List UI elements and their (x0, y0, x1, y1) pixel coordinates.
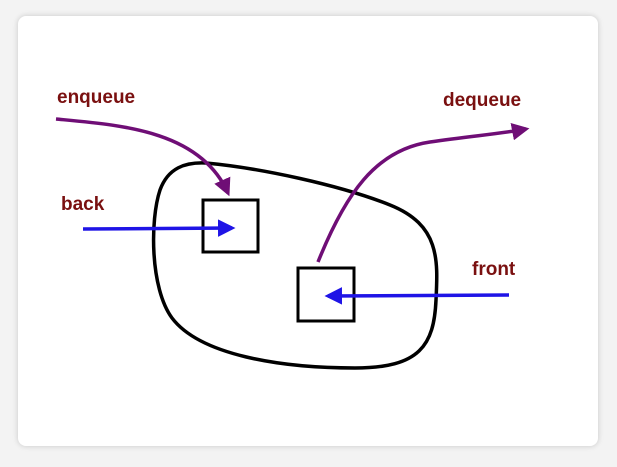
dequeue-label: dequeue (443, 90, 521, 111)
back-element-box (201, 198, 260, 254)
back-label: back (61, 194, 105, 215)
queue-outline (151, 161, 439, 370)
diagram-frame (18, 16, 598, 446)
front-pointer-arrow (324, 287, 510, 305)
back-pointer-arrow (82, 219, 236, 237)
enqueue-label: enqueue (57, 87, 135, 108)
dequeue-arrow (316, 123, 530, 263)
enqueue-arrow (55, 117, 231, 197)
front-label: front (472, 259, 516, 280)
